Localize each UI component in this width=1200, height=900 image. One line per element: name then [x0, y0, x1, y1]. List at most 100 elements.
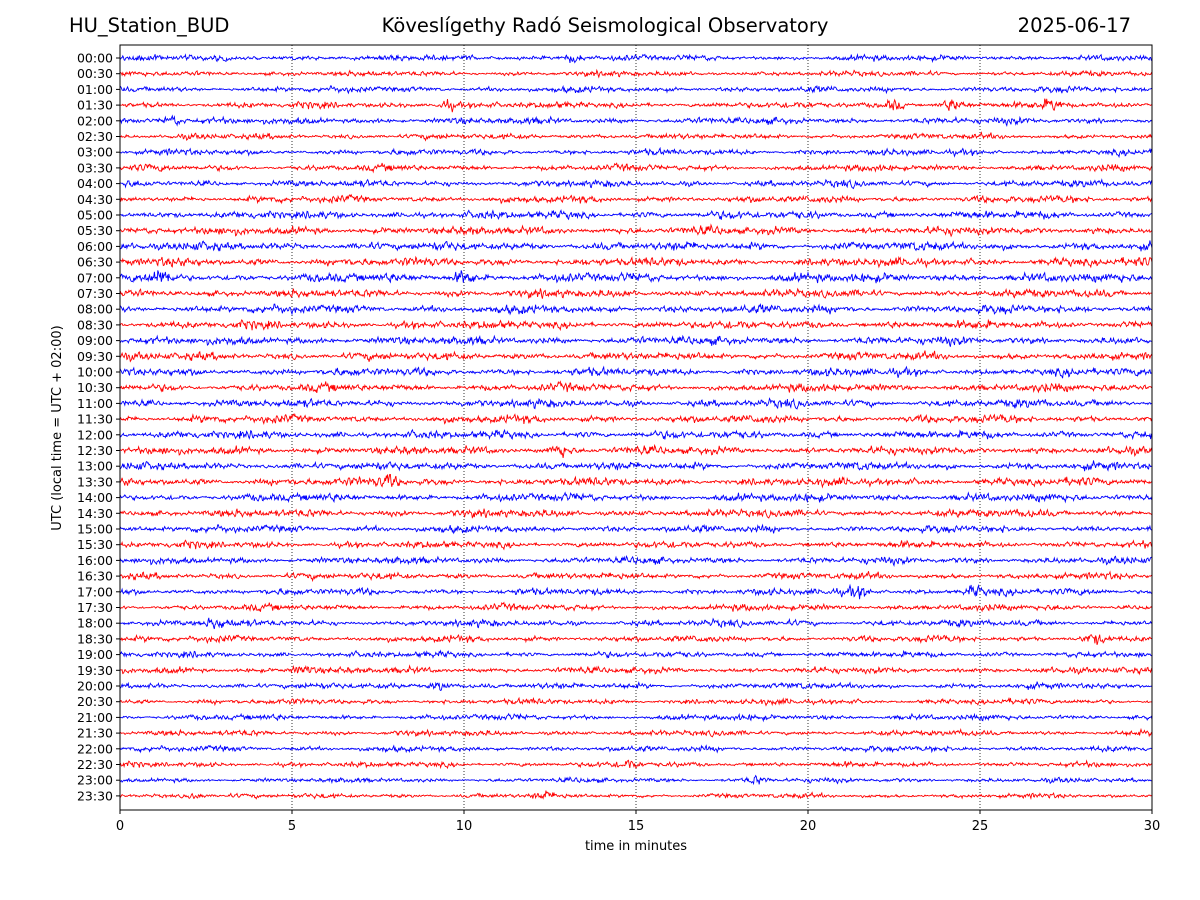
y-tick-label: 22:00	[77, 741, 113, 756]
trace-1700	[119, 583, 1153, 600]
trace-0600	[119, 240, 1153, 252]
y-tick-label: 05:00	[77, 208, 113, 223]
trace-0830	[119, 318, 1153, 332]
trace-0530	[119, 223, 1153, 238]
trace-0200	[119, 114, 1153, 128]
y-tick-label: 16:00	[77, 553, 113, 568]
y-tick-label: 18:30	[77, 631, 113, 646]
x-tick-label: 5	[288, 819, 296, 834]
trace-1130	[119, 413, 1153, 426]
y-tick-label: 13:00	[77, 459, 113, 474]
y-tick-label: 19:30	[77, 663, 113, 678]
trace-1830	[119, 633, 1153, 645]
trace-1000	[119, 365, 1153, 379]
trace-1500	[119, 523, 1153, 535]
x-tick-label: 20	[800, 819, 817, 834]
y-tick-label: 07:00	[77, 270, 113, 285]
y-tick-label: 10:30	[77, 380, 113, 395]
y-tick-label: 19:00	[77, 647, 113, 662]
trace-2000	[119, 681, 1153, 691]
y-tick-label: 12:00	[77, 427, 113, 442]
trace-0430	[119, 193, 1153, 205]
y-tick-label: 02:00	[77, 113, 113, 128]
trace-1630	[119, 570, 1153, 583]
x-tick-label: 30	[1144, 819, 1161, 834]
y-tick-label: 08:00	[77, 302, 113, 317]
trace-0330	[119, 162, 1153, 174]
station-name: HU_Station_BUD	[69, 14, 230, 37]
y-tick-label: 11:00	[77, 396, 113, 411]
y-tick-label: 12:30	[77, 443, 113, 458]
y-tick-label: 21:30	[77, 726, 113, 741]
y-tick-label: 21:00	[77, 710, 113, 725]
vertical-gridlines	[291, 45, 981, 810]
y-tick-label: 15:00	[77, 522, 113, 537]
trace-1200	[119, 428, 1153, 441]
trace-0500	[119, 209, 1153, 221]
y-tick-label: 02:30	[77, 129, 113, 144]
y-tick-label: 11:30	[77, 412, 113, 427]
trace-0730	[119, 287, 1153, 299]
trace-0000	[119, 53, 1153, 64]
y-tick-label: 00:00	[77, 51, 113, 66]
trace-1600	[119, 555, 1153, 568]
y-tick-label: 04:30	[77, 192, 113, 207]
y-tick-label: 01:00	[77, 82, 113, 97]
trace-1230	[119, 443, 1153, 458]
trace-1100	[119, 397, 1153, 410]
y-tick-label: 15:30	[77, 537, 113, 552]
x-tick-label: 0	[116, 819, 124, 834]
y-axis-ticks: 00:0000:3001:0001:3002:0002:3003:0003:30…	[77, 51, 120, 803]
x-tick-label: 15	[628, 819, 645, 834]
trace-1400	[119, 491, 1153, 504]
observatory-title: Köveslígethy Radó Seismological Observat…	[381, 14, 829, 37]
trace-0300	[119, 146, 1153, 159]
trace-0030	[119, 68, 1153, 79]
y-tick-label: 03:30	[77, 160, 113, 175]
trace-0930	[119, 350, 1153, 363]
plot-date: 2025-06-17	[1017, 14, 1131, 37]
y-tick-label: 06:30	[77, 255, 113, 270]
x-axis-label: time in minutes	[585, 839, 687, 854]
trace-1330	[119, 474, 1153, 489]
trace-1930	[119, 664, 1153, 676]
y-tick-label: 03:00	[77, 145, 113, 160]
trace-1530	[119, 539, 1153, 551]
trace-0100	[119, 84, 1153, 95]
y-tick-label: 20:00	[77, 679, 113, 694]
trace-2200	[119, 744, 1153, 754]
trace-1800	[119, 617, 1153, 630]
y-tick-label: 00:30	[77, 66, 113, 81]
x-tick-label: 10	[456, 819, 473, 834]
trace-2130	[119, 727, 1153, 738]
trace-0630	[119, 255, 1153, 269]
trace-0400	[119, 178, 1153, 190]
y-tick-label: 17:30	[77, 600, 113, 615]
y-tick-label: 10:00	[77, 365, 113, 380]
trace-1900	[119, 649, 1153, 659]
y-tick-label: 08:30	[77, 317, 113, 332]
y-axis-label: UTC (local time = UTC + 02:00)	[50, 325, 65, 530]
trace-2300	[119, 774, 1153, 786]
y-tick-label: 09:30	[77, 349, 113, 364]
trace-0230	[119, 131, 1153, 142]
trace-0900	[119, 334, 1153, 347]
y-tick-label: 22:30	[77, 757, 113, 772]
y-tick-label: 09:00	[77, 333, 113, 348]
y-tick-label: 01:30	[77, 98, 113, 113]
y-tick-label: 05:30	[77, 223, 113, 238]
y-tick-label: 18:00	[77, 616, 113, 631]
y-tick-label: 23:00	[77, 773, 113, 788]
y-tick-label: 06:00	[77, 239, 113, 254]
y-tick-label: 04:00	[77, 176, 113, 191]
trace-0800	[119, 303, 1153, 316]
y-tick-label: 13:30	[77, 474, 113, 489]
trace-1300	[119, 460, 1153, 472]
x-axis-ticks: 0 5 10 15 20 25 30	[116, 810, 1160, 834]
trace-2030	[119, 696, 1153, 707]
y-tick-label: 07:30	[77, 286, 113, 301]
y-tick-label: 20:30	[77, 694, 113, 709]
trace-2100	[119, 712, 1153, 723]
y-tick-label: 14:00	[77, 490, 113, 505]
